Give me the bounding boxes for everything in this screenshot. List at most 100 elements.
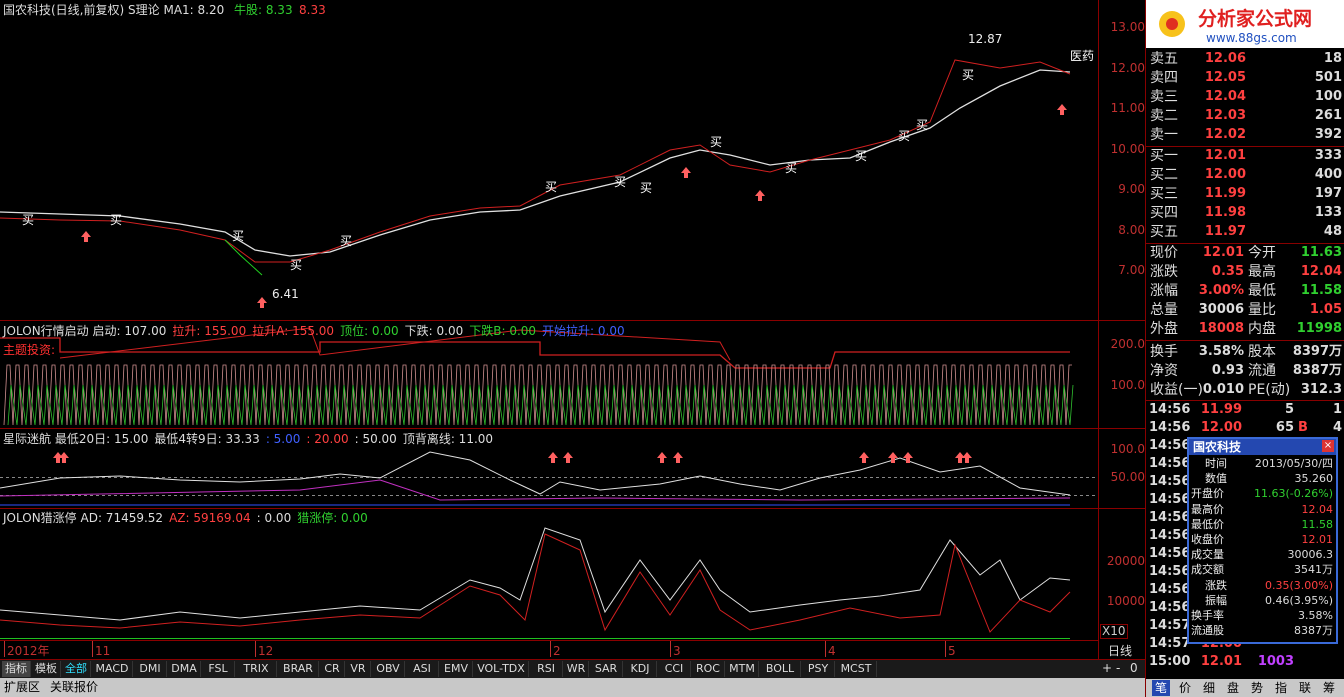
stat-label: 涨跌 [1150, 264, 1178, 280]
stat-label: 流通 [1248, 363, 1276, 379]
stat-value: 0.35 [1211, 264, 1244, 279]
nav-button[interactable]: 价 [1179, 681, 1192, 695]
tab[interactable]: ROC [692, 661, 725, 677]
indicator-item: AD: 71459.52 [80, 511, 164, 525]
tick-cell: 5 [1284, 402, 1294, 417]
pane2-lines [0, 327, 1074, 426]
y-tick-label: 7.00 [1118, 263, 1145, 277]
popup-value: 3.58% [1298, 609, 1333, 622]
y-tick-label: 8.00 [1118, 223, 1145, 237]
y-tick-label: 11.00 [1110, 101, 1145, 115]
nav-button[interactable]: 势 [1251, 681, 1264, 695]
close-button[interactable]: × [1322, 440, 1334, 452]
signal-arrows [53, 104, 1067, 463]
nav-button[interactable]: 筹 [1323, 681, 1336, 695]
nav-button[interactable]: 指 [1275, 681, 1288, 695]
control-button[interactable]: - [1116, 661, 1121, 675]
book-price: 12.06 [1204, 51, 1246, 66]
arrow-icon [903, 452, 913, 463]
indicator-item: 顶位: 0.00 [340, 324, 399, 338]
pane4-title: JOLON猎涨停 [3, 511, 77, 525]
tab[interactable]: WR [564, 661, 589, 677]
stat-value: 8397万 [1292, 344, 1342, 359]
tick-cell: 14:56 [1149, 456, 1191, 471]
tick-cell: 12.00 [1200, 420, 1242, 435]
footer-tab[interactable]: 扩展区 [4, 680, 41, 694]
tab[interactable]: FSL [202, 661, 235, 677]
tab[interactable]: VR [346, 661, 371, 677]
tab[interactable]: BRAR [278, 661, 319, 677]
indicator-item: 拉升: 155.00 [172, 324, 247, 338]
indicator-item: 下跌: 0.00 [404, 324, 464, 338]
book-label: 买三 [1150, 186, 1178, 202]
book-price: 12.03 [1204, 108, 1246, 123]
book-label: 买五 [1150, 224, 1178, 240]
book-volume: 18 [1323, 51, 1342, 66]
book-volume: 400 [1314, 167, 1342, 182]
tick-cell: 1003 [1257, 654, 1294, 669]
stat-value: 312.3 [1300, 382, 1342, 397]
control-button[interactable]: + [1102, 661, 1113, 675]
tab[interactable]: EMV [440, 661, 473, 677]
x-tick [255, 641, 256, 657]
popup-value: 35.260 [1294, 472, 1334, 486]
footer-tab[interactable]: 关联报价 [50, 680, 99, 694]
popup-key: 开盘价 [1191, 487, 1224, 501]
nav-button[interactable]: 联 [1299, 681, 1312, 695]
popup-value: 12.01 [1301, 533, 1334, 546]
tab[interactable]: DMA [168, 661, 201, 677]
scale: X10 [1100, 624, 1128, 639]
tab[interactable]: MCST [836, 661, 877, 677]
popup-key: 成交量 [1191, 548, 1224, 562]
tab[interactable]: PSY [802, 661, 835, 677]
tab[interactable]: 全部 [62, 661, 91, 677]
stat-label: 最高 [1248, 264, 1276, 280]
book-price: 11.99 [1204, 186, 1246, 201]
tab[interactable]: SAR [590, 661, 623, 677]
control-button[interactable]: 0 [1130, 661, 1138, 675]
nav-button[interactable]: 笔 [1152, 680, 1171, 696]
tab[interactable]: CR [320, 661, 345, 677]
tab[interactable]: TRIX [236, 661, 277, 677]
nav-button[interactable]: 细 [1203, 681, 1216, 695]
tab[interactable]: DMI [134, 661, 167, 677]
tab[interactable]: KDJ [624, 661, 657, 677]
y-tick-label: 200.0 [1110, 337, 1145, 351]
tab[interactable]: BOLL [760, 661, 801, 677]
tab[interactable]: 指标 [2, 661, 31, 677]
book-volume: 100 [1314, 89, 1342, 104]
popup-key: 流通股 [1191, 624, 1224, 638]
tab[interactable]: MACD [92, 661, 133, 677]
stat-label: 涨幅 [1150, 283, 1178, 299]
stat-value: 0.010 [1202, 382, 1244, 397]
book-label: 卖四 [1150, 70, 1178, 86]
stat-label: 净资 [1150, 363, 1178, 379]
tab[interactable]: OBV [372, 661, 405, 677]
stat-value: 12.01 [1202, 245, 1244, 260]
popup-value: 11.63(-0.26%) [1254, 487, 1333, 501]
book-label: 卖三 [1150, 89, 1178, 105]
pane2-title: JOLON行情启动 [3, 324, 89, 338]
nav-button[interactable]: 盘 [1227, 681, 1240, 695]
arrow-icon [548, 452, 558, 463]
indicator-item: : 0.00 [256, 511, 292, 525]
tab[interactable]: 模板 [32, 661, 61, 677]
pane3-lines [0, 451, 1098, 506]
y-tick-label: 9.00 [1118, 182, 1145, 196]
book-volume: 333 [1314, 148, 1342, 163]
buy-signal: 买 [710, 135, 723, 149]
indicator-item: 猎涨停: 0.00 [297, 511, 368, 525]
buy-signal: 买 [545, 180, 558, 194]
arrow-icon [962, 452, 972, 463]
tab[interactable]: ASI [406, 661, 439, 677]
stat-value: 3.58% [1198, 344, 1244, 359]
tab[interactable]: CCI [658, 661, 691, 677]
tick-cell: 14:56 [1149, 564, 1191, 579]
popup-key: 最低价 [1191, 517, 1224, 531]
tab[interactable]: MTM [726, 661, 759, 677]
tab[interactable]: VOL-TDX [474, 661, 529, 677]
book-price: 11.97 [1204, 224, 1246, 239]
tick-cell: 14:56 [1149, 546, 1191, 561]
indicator-item: 下跌B: 0.00 [469, 324, 537, 338]
tab[interactable]: RSI [530, 661, 563, 677]
